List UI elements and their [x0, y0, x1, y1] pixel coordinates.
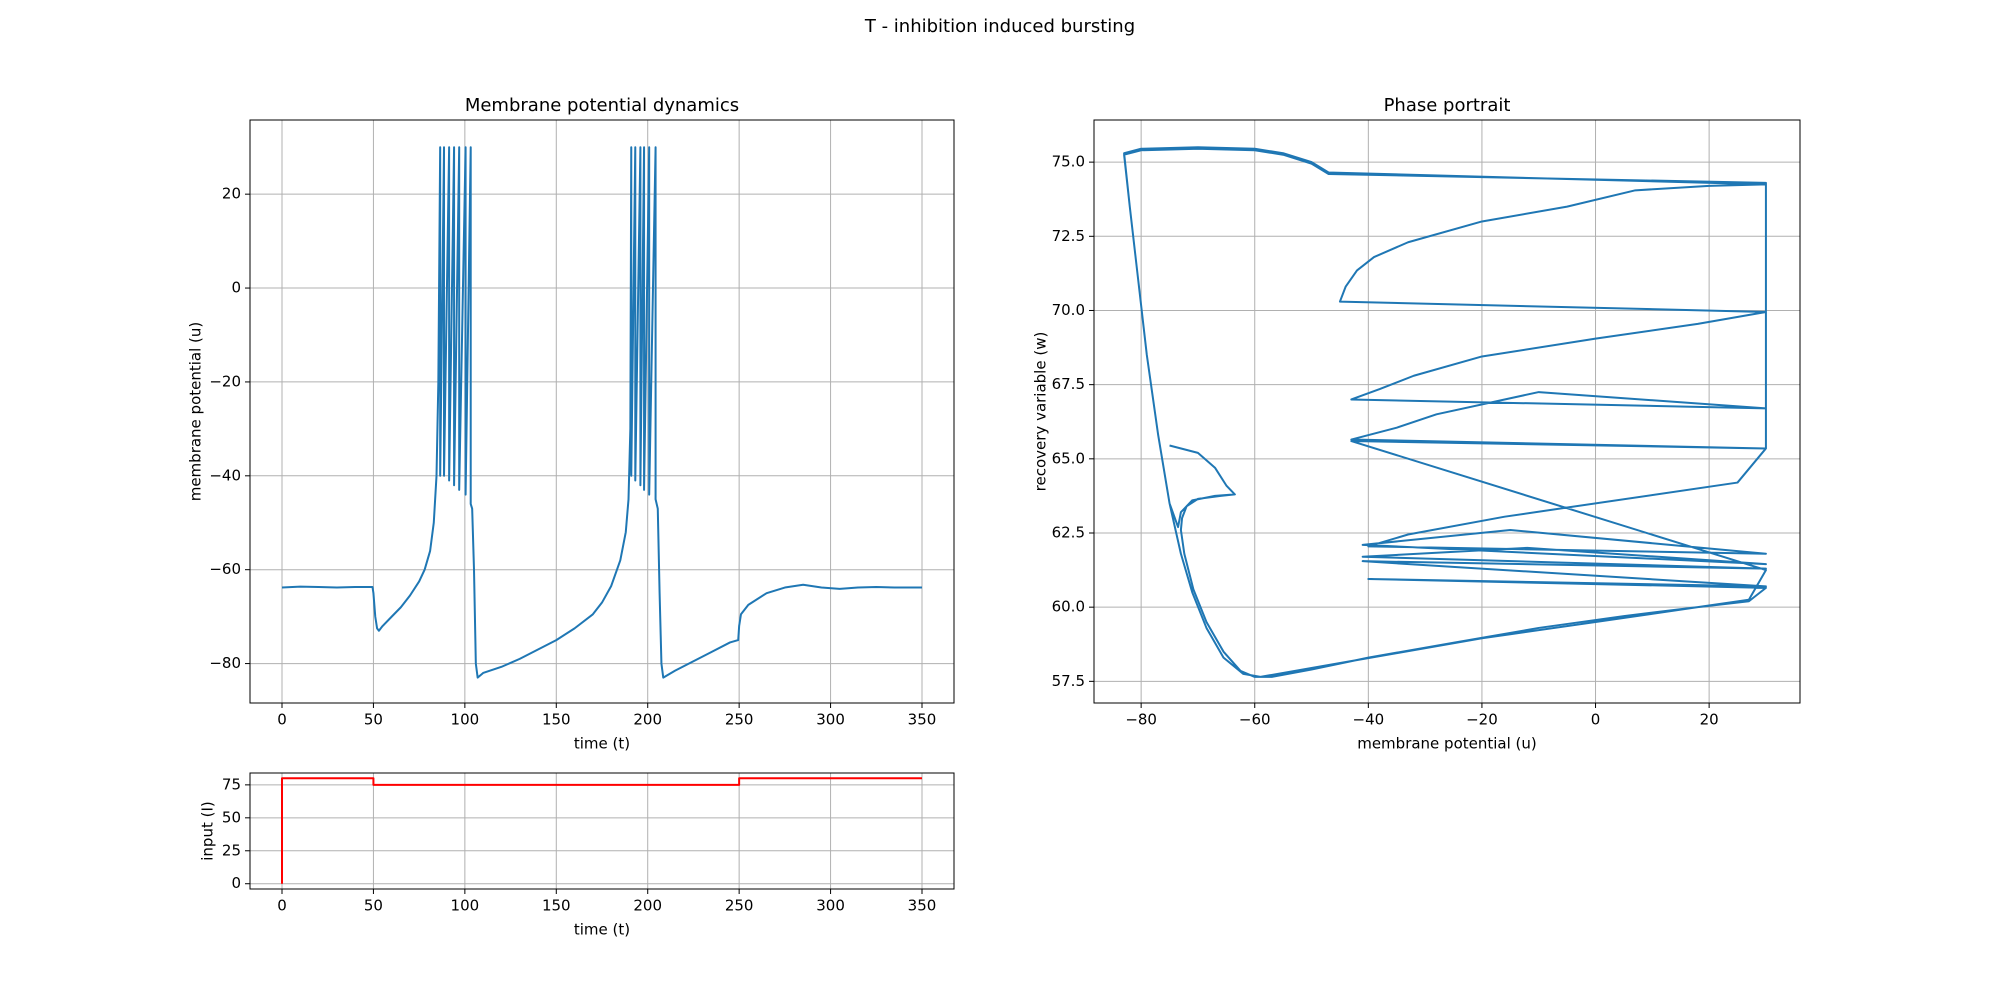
x-tick-label: 50	[364, 897, 383, 915]
data-line	[281, 777, 922, 884]
x-tick-label: −20	[1466, 711, 1498, 729]
x-axis-label: membrane potential (u)	[1357, 735, 1537, 753]
y-tick-label: 75	[222, 775, 241, 793]
x-tick-label: 100	[451, 897, 480, 915]
plot-area	[1123, 146, 1767, 678]
x-tick-label: 150	[542, 897, 571, 915]
x-tick-label: 200	[633, 897, 662, 915]
y-tick-label: 20	[222, 185, 241, 203]
axes-frame	[249, 772, 955, 890]
y-axis-label: input (I)	[199, 801, 217, 860]
x-tick-label: −60	[1239, 711, 1271, 729]
y-tick-label: −20	[209, 372, 241, 390]
data-line	[281, 146, 922, 679]
plot-area	[281, 146, 922, 679]
x-tick-label: 350	[908, 897, 937, 915]
x-axis-label: time (t)	[574, 921, 630, 939]
y-tick-label: 75.0	[1052, 153, 1085, 171]
y-tick-label: −80	[209, 654, 241, 672]
y-tick-label: 72.5	[1052, 227, 1085, 245]
chart-title: Phase portrait	[1384, 95, 1511, 116]
y-tick-label: −40	[209, 466, 241, 484]
x-tick-label: −80	[1125, 711, 1157, 729]
y-tick-label: 0	[231, 279, 241, 297]
figure-title: T - inhibition induced bursting	[864, 16, 1135, 37]
y-tick-label: 57.5	[1052, 672, 1085, 690]
x-tick-label: 250	[725, 897, 754, 915]
data-line	[1123, 146, 1767, 678]
x-tick-label: 100	[451, 711, 480, 729]
y-tick-label: 60.0	[1052, 598, 1085, 616]
axes-frame	[249, 119, 955, 704]
x-tick-label: 0	[1591, 711, 1601, 729]
y-tick-label: −60	[209, 560, 241, 578]
x-axis-label: time (t)	[574, 735, 630, 753]
x-tick-label: 300	[816, 897, 845, 915]
y-tick-label: 0	[231, 874, 241, 892]
x-tick-label: 200	[633, 711, 662, 729]
chart-title: Membrane potential dynamics	[465, 95, 739, 116]
x-tick-label: 0	[277, 897, 287, 915]
y-tick-label: 67.5	[1052, 375, 1085, 393]
y-axis-label: membrane potential (u)	[187, 322, 205, 502]
plot-area	[281, 777, 922, 884]
y-tick-label: 25	[222, 841, 241, 859]
x-tick-label: 0	[277, 711, 287, 729]
x-tick-label: 20	[1700, 711, 1719, 729]
y-tick-label: 70.0	[1052, 301, 1085, 319]
y-tick-label: 62.5	[1052, 523, 1085, 541]
axes-frame	[1093, 119, 1801, 704]
y-tick-label: 50	[222, 808, 241, 826]
y-axis-label: recovery variable (w)	[1032, 332, 1050, 492]
x-tick-label: −40	[1353, 711, 1385, 729]
x-tick-label: 300	[816, 711, 845, 729]
y-tick-label: 65.0	[1052, 449, 1085, 467]
x-tick-label: 250	[725, 711, 754, 729]
x-tick-label: 50	[364, 711, 383, 729]
x-tick-label: 350	[908, 711, 937, 729]
x-tick-label: 150	[542, 711, 571, 729]
